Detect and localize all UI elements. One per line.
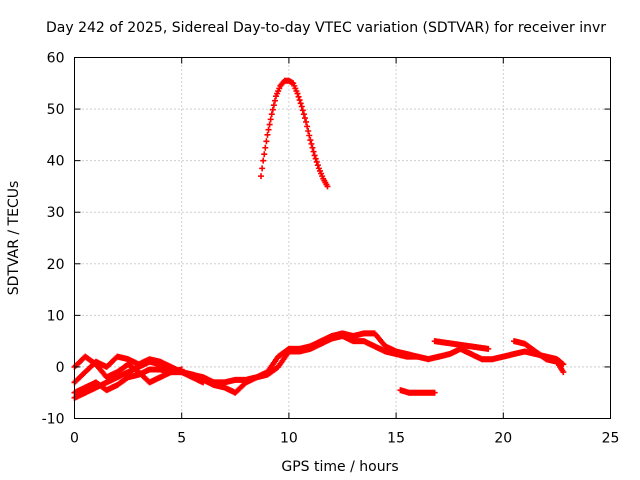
data-point (296, 97, 303, 104)
data-point (263, 138, 270, 145)
data-point (266, 121, 273, 128)
data-point (305, 127, 312, 134)
series-track-b (71, 332, 421, 401)
data-point (295, 93, 302, 100)
series-outliers (431, 338, 492, 352)
data-point (262, 144, 269, 151)
data-point (560, 369, 567, 376)
y-tick-label: 20 (47, 257, 65, 273)
series-track-d (71, 366, 185, 396)
data-point (431, 389, 438, 396)
data-point (297, 100, 304, 107)
data-point (306, 132, 313, 139)
data-point (314, 162, 321, 169)
data-point (271, 97, 278, 104)
data-point (307, 137, 314, 144)
plot-frame (74, 57, 611, 419)
data-point (560, 361, 567, 368)
data-point (300, 111, 307, 118)
data-point (268, 111, 275, 118)
x-tick-label: 25 (602, 431, 620, 447)
y-tick-label: 30 (47, 205, 65, 221)
series-track-c (71, 353, 207, 386)
chart-title: Day 242 of 2025, Sidereal Day-to-day VTE… (46, 20, 606, 36)
data-point (310, 148, 317, 155)
x-tick-label: 10 (280, 431, 298, 447)
y-tick-label: 60 (47, 51, 65, 67)
series-peak-arc (258, 77, 331, 190)
data-point (264, 131, 271, 138)
data-points (71, 77, 567, 401)
data-point (299, 107, 306, 114)
x-tick-label: 0 (70, 431, 79, 447)
data-point (324, 183, 331, 190)
data-point (265, 126, 272, 133)
x-tick-label: 5 (177, 431, 186, 447)
data-point (260, 157, 267, 164)
y-tick-label: 50 (47, 102, 65, 118)
data-point (311, 152, 318, 159)
y-tick-label: 10 (47, 308, 65, 324)
data-point (294, 90, 301, 97)
data-point (259, 165, 266, 172)
data-point (313, 158, 320, 165)
x-tick-label: 20 (494, 431, 512, 447)
x-axis-title: GPS time / hours (281, 459, 398, 475)
axis-ticks: 0 5 10 15 20 25 -10 0 10 20 30 40 50 60 (42, 51, 620, 447)
data-point (308, 140, 315, 147)
y-tick-label: -10 (42, 412, 65, 428)
data-point (485, 345, 492, 352)
data-point (304, 123, 311, 130)
data-point (267, 116, 274, 123)
data-point (414, 353, 421, 360)
data-point (303, 118, 310, 125)
data-point (269, 106, 276, 113)
x-tick-label: 15 (387, 431, 405, 447)
data-point (200, 379, 207, 386)
data-point (261, 151, 268, 158)
data-point (309, 144, 316, 151)
y-tick-label: 40 (47, 154, 65, 170)
data-point (258, 173, 265, 180)
data-point (298, 103, 305, 110)
data-point (270, 102, 277, 109)
data-point (312, 155, 319, 162)
series-track-g (397, 387, 438, 396)
y-axis-title: SDTVAR / TECUs (6, 181, 22, 296)
data-point (301, 115, 308, 122)
y-tick-label: 0 (56, 360, 65, 376)
data-point (178, 366, 185, 373)
series-track-f (511, 338, 567, 376)
grid (74, 57, 611, 419)
